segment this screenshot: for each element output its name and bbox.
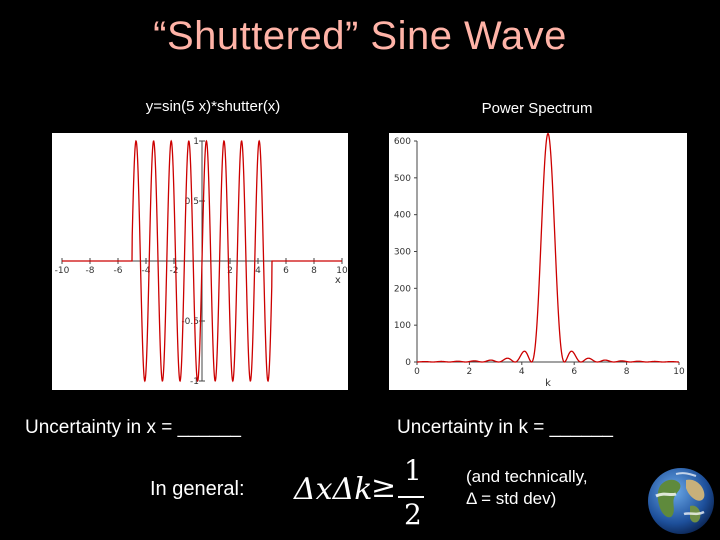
uncertainty-k-label: Uncertainty in k = ______ [397,417,613,438]
x-axis-label: k [545,378,551,389]
earth-globe-icon [648,468,714,534]
power-spectrum-svg: 0 2 4 6 8 10 600 500 400 300 200 100 0 k [394,133,685,389]
y-tick-label: 100 [394,321,411,331]
x-tick-label: -8 [86,266,95,276]
y-tick-label: 500 [394,174,411,184]
note-line-1: (and technically, [466,467,588,486]
x-tick-label: 8 [311,266,317,276]
y-tick-label: 600 [394,137,411,147]
x-tick-label: 2 [227,266,233,276]
x-tick-label: 10 [336,266,348,276]
shuttered-sine-curve [62,139,342,383]
y-tick-label: 400 [394,211,411,221]
x-tick-label: 2 [467,367,473,377]
power-spectrum-curve [417,133,679,363]
x-tick-label: 0 [414,367,420,377]
slide-title: “Shuttered” Sine Wave [153,14,567,58]
left-plot-caption: y=sin(5 x)*shutter(x) [145,98,281,115]
x-tick-label: 10 [673,367,685,377]
formula-numerator: 1 [404,454,422,487]
y-tick-label: 0 [405,358,411,368]
x-tick-label: -6 [114,266,123,276]
y-tick-label: -1 [190,377,199,387]
note-line-2: Δ = std dev) [466,489,557,508]
y-tick-label: 300 [394,248,411,258]
x-tick-label: -10 [55,266,70,276]
y-tick-label: -0.5 [181,317,199,327]
technical-note: (and technically, Δ = std dev) [466,466,636,510]
x-tick-label: 4 [519,367,525,377]
formula-relation: ≥ [371,470,397,505]
uncertainty-x-label: Uncertainty in x = ______ [25,417,241,438]
in-general-label: In general: [150,478,245,500]
shuttered-sine-plot: -10 -8 -6 -4 -2 2 4 6 8 10 1 0.5 -0.5 -1 x [52,133,348,390]
x-tick-label: 6 [283,266,289,276]
y-tick-label: 200 [394,284,411,294]
formula-lhs: ΔxΔk [294,472,373,507]
power-spectrum-plot: 0 2 4 6 8 10 600 500 400 300 200 100 0 k [389,133,687,390]
formula-fraction-bar [398,496,424,498]
x-axis-label: x [335,275,341,286]
x-tick-label: 4 [255,266,261,276]
x-tick-label: 8 [624,367,630,377]
formula-denominator: 2 [404,498,422,531]
x-tick-label: -2 [170,266,179,276]
y-tick-label: 1 [193,137,199,147]
uncertainty-formula: ΔxΔk ≥ 1 2 [292,454,432,536]
right-plot-caption: Power Spectrum [481,100,593,117]
x-tick-label: 6 [571,367,577,377]
x-tick-label: -4 [142,266,151,276]
